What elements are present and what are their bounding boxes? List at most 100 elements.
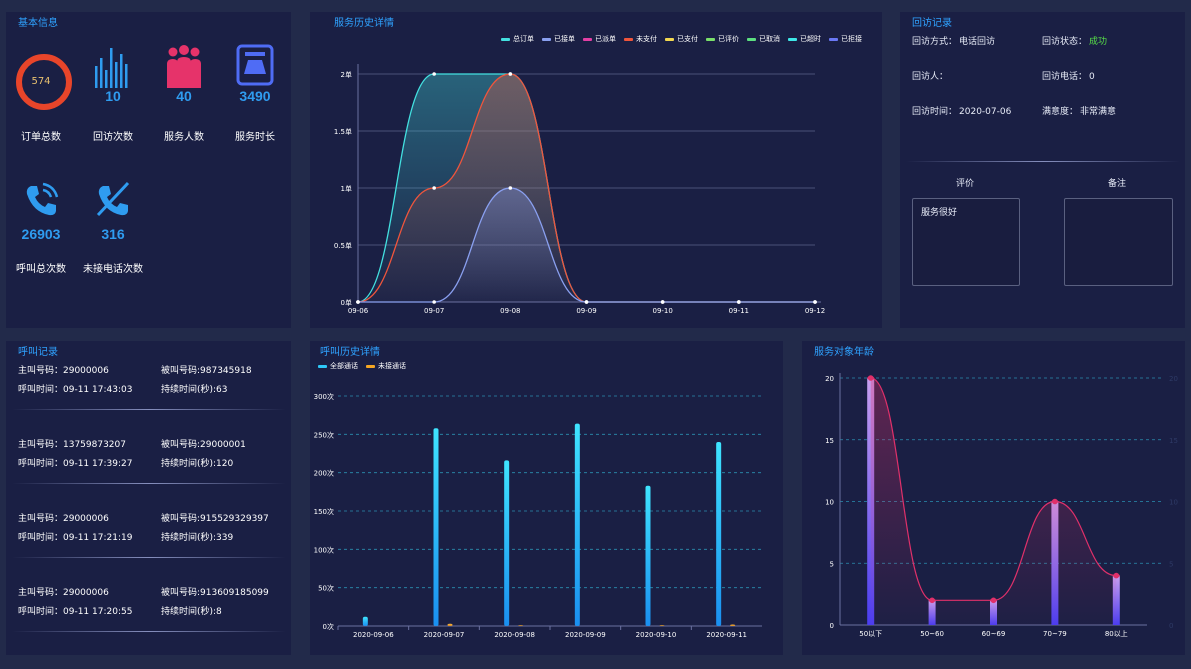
revisit-phone-label: 回访电话： (1042, 72, 1088, 82)
age-title: 服务对象年龄 (814, 347, 874, 358)
bar (716, 442, 722, 626)
legend-swatch (706, 37, 715, 41)
service-history-panel: 服务历史详情 总订单 已接单 已派单 未支付 已支付 已评价 已取消 已超时 已拒接 0单 0.5… (310, 12, 882, 328)
phone-call-icon (26, 182, 59, 216)
record-2-time: 呼叫时间：09-11 17:21:19 (18, 533, 133, 543)
legend-item[interactable]: 全部通话 (318, 361, 358, 371)
data-point (990, 597, 997, 604)
revisit-satisfaction: 满意度： 非常满意 (1042, 104, 1116, 117)
data-point (737, 300, 741, 304)
legend-label: 已取消 (759, 35, 780, 43)
record-2-caller: 主叫号码：29000006 (18, 514, 109, 524)
device-icon (236, 44, 274, 86)
legend-swatch (542, 37, 551, 41)
x-tick-label: 60~69 (982, 630, 1006, 638)
revisit-phone: 回访电话： 0 (1042, 69, 1095, 82)
legend-label: 未接通话 (378, 362, 406, 370)
revisit-time-value: 2020-07-06 (959, 107, 1012, 117)
record-0-callee: 被叫号码:987345918 (161, 366, 252, 376)
x-tick-label: 09-09 (576, 307, 596, 315)
y-tick-label: 2单 (341, 70, 352, 79)
order-total-stat: 574 订单总数 (6, 52, 76, 143)
data-point (929, 597, 935, 604)
legend-swatch (501, 37, 510, 41)
x-tick-label: 2020-09-10 (636, 631, 677, 639)
y-tick-label: 20 (825, 375, 834, 383)
legend-item[interactable]: 已取消 (747, 34, 780, 44)
trend-area (870, 378, 1117, 625)
eval-box[interactable]: 服务很好 (912, 198, 1020, 286)
legend-item[interactable]: 总订单 (501, 34, 534, 44)
service-legend: 总订单 已接单 已派单 未支付 已支付 已评价 已取消 已超时 已拒接 (501, 34, 862, 44)
people-icon (167, 45, 201, 88)
note-box[interactable] (1064, 198, 1173, 286)
y-tick-label: 0次 (323, 622, 334, 631)
y-tick-label: 250次 (314, 430, 334, 439)
legend-label: 已派单 (595, 35, 616, 43)
y-tick-label: 0.5单 (334, 241, 352, 250)
bar (574, 423, 580, 626)
bar (1112, 575, 1120, 625)
call-total-stat: 26903 呼叫总次数 (6, 180, 76, 275)
record-0-duration: 持续时间(秒):63 (161, 385, 228, 395)
y2-tick-label: 20 (1169, 375, 1178, 383)
legend-label: 已接单 (554, 35, 575, 43)
revisit-count-label: 回访次数 (93, 132, 133, 143)
record-2-callee: 被叫号码:915529329397 (161, 514, 269, 524)
record-1-caller: 主叫号码：13759873207 (18, 440, 126, 450)
x-tick-label: 09-12 (805, 307, 825, 315)
y2-tick-label: 15 (1169, 437, 1178, 445)
x-tick-label: 09-06 (348, 307, 369, 315)
legend-item[interactable]: 已评价 (706, 34, 739, 44)
y-tick-label: 150次 (314, 507, 334, 516)
legend-label: 未支付 (636, 35, 657, 43)
data-point (867, 375, 874, 381)
x-tick-label: 09-08 (500, 307, 520, 315)
service-people-label: 服务人数 (164, 132, 204, 143)
call-history-chart: 0次 50次 100次 150次 200次 250次 300次 2020-09-06 2020-… (314, 392, 762, 639)
legend-item[interactable]: 已超时 (788, 34, 821, 44)
legend-swatch (665, 37, 674, 41)
record-3-caller: 主叫号码：29000006 (18, 588, 109, 598)
legend-item[interactable]: 已拒接 (829, 34, 862, 44)
y-tick-label: 100次 (314, 545, 334, 554)
ring-icon (15, 54, 72, 110)
data-point (508, 72, 513, 76)
legend-item[interactable]: 已接单 (542, 34, 575, 44)
eval-header: 评价 (956, 179, 975, 189)
record-divider (12, 409, 286, 410)
revisit-status-label: 回访状态： (1042, 37, 1088, 47)
bar (447, 623, 453, 626)
record-1-callee: 被叫号码:29000001 (161, 440, 246, 450)
order-total-value: 574 (31, 76, 51, 87)
x-tick-label: 2020-09-11 (706, 631, 747, 639)
x-tick-label: 2020-09-06 (353, 631, 394, 639)
series-line (358, 187, 815, 303)
legend-item[interactable]: 已派单 (583, 34, 616, 44)
data-point (813, 300, 817, 304)
x-tick-label: 50以下 (859, 630, 882, 638)
bar (518, 625, 524, 626)
legend-swatch (829, 37, 838, 41)
y-tick-label: 200次 (314, 469, 334, 478)
missed-call-icon (96, 181, 130, 217)
x-tick-label: 2020-09-09 (565, 631, 606, 639)
record-2-duration: 持续时间(秒):339 (161, 533, 234, 543)
age-panel: 服务对象年龄 0 0 5 5 10 10 15 15 20 20 50以下 50~60 60~69 70~… (802, 341, 1185, 655)
call-total-label: 呼叫总次数 (16, 264, 66, 275)
legend-label: 已超时 (800, 35, 821, 43)
legend-item[interactable]: 未支付 (624, 34, 657, 44)
revisit-person: 回访人： (912, 69, 950, 82)
legend-item[interactable]: 未接通话 (366, 361, 406, 371)
legend-label: 已评价 (718, 35, 739, 43)
y-tick-label: 1单 (341, 184, 352, 193)
record-3-time: 呼叫时间：09-11 17:20:55 (18, 607, 133, 617)
age-chart: 0 0 5 5 10 10 15 15 20 20 50以下 50~60 60~69 70~79 80以上 (825, 373, 1178, 638)
legend-swatch (747, 37, 756, 41)
bar (504, 460, 510, 626)
service-people-stat: 40 服务人数 (149, 44, 219, 143)
legend-item[interactable]: 已支付 (665, 34, 698, 44)
service-people-value: 40 (176, 88, 192, 104)
x-tick-label: 09-11 (729, 307, 749, 315)
data-point (584, 300, 589, 304)
